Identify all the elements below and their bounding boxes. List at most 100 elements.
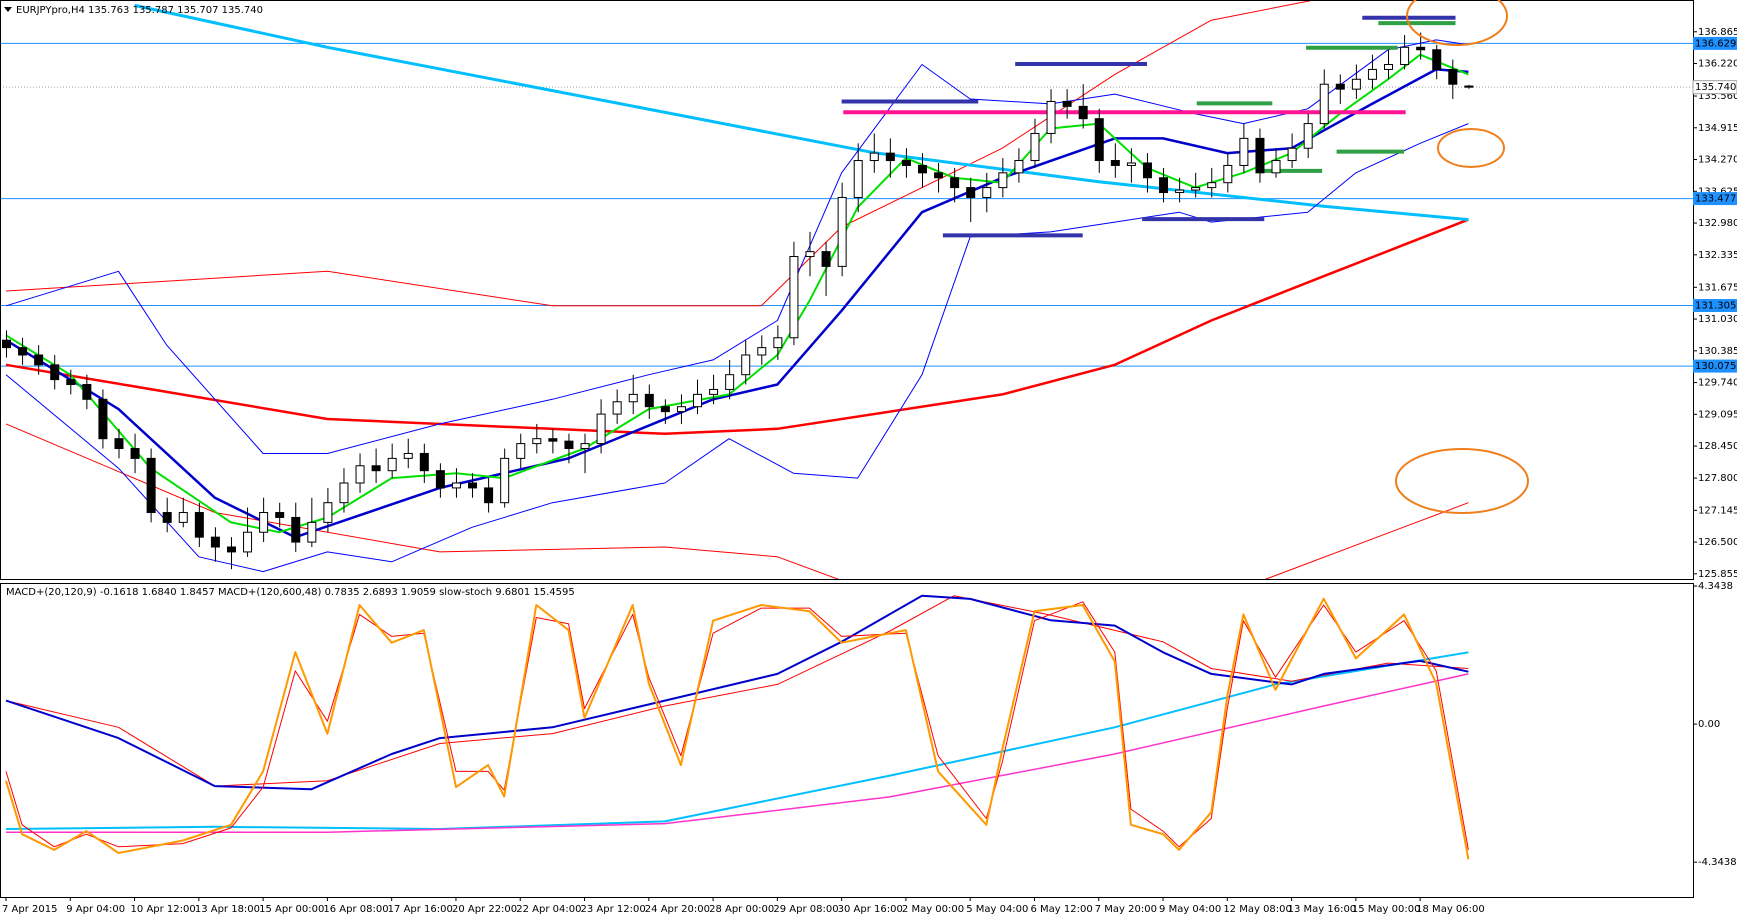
y-tick-label: 132.980 (1698, 218, 1737, 229)
x-tick-label: 22 Apr 04:00 (516, 904, 581, 915)
candle-body (644, 393, 654, 408)
x-tick-label: 28 Apr 00:00 (709, 904, 774, 915)
candle-body (789, 256, 799, 339)
candle-body (1142, 162, 1152, 179)
candle-body (130, 448, 140, 459)
x-tick-label: 23 Apr 12:00 (581, 904, 646, 915)
indicator-plot (5, 594, 1470, 860)
y-tick-label: 126.500 (1698, 537, 1737, 548)
candle-body (82, 384, 92, 400)
candle-body (853, 160, 863, 198)
candle-body (403, 452, 413, 459)
candle-body (612, 401, 622, 415)
candle-body (982, 187, 992, 198)
candle-body (660, 406, 670, 413)
annotation-ellipse (1437, 128, 1505, 168)
candle-body (548, 438, 558, 442)
x-tick-label: 5 May 04:00 (966, 904, 1028, 915)
y-tick-label: -4.3438 (1698, 857, 1737, 868)
candle-body (532, 438, 542, 445)
candle-body (50, 364, 60, 381)
y-tick-label: 135.560 (1698, 91, 1737, 102)
annotation-ellipse (1406, 0, 1508, 46)
indicator-header: MACD+(20,120,9) -0.1618 1.6840 1.8457 MA… (6, 587, 575, 598)
indicator-line (5, 651, 1469, 830)
x-tick-label: 9 Apr 04:00 (66, 904, 125, 915)
axes: 136.865 136.220 135.560 134.915 134.270 133.6… (2, 27, 1737, 915)
x-tick-label: 15 Apr 00:00 (259, 904, 324, 915)
x-tick-label: 15 May 00:00 (1352, 904, 1421, 915)
candle-body (243, 531, 253, 553)
candle-body (419, 452, 429, 472)
candle-body (1110, 160, 1120, 166)
candle-body (1191, 187, 1201, 191)
candle-body (1207, 182, 1217, 189)
candle-body (371, 465, 381, 472)
indicator-line (5, 595, 1469, 787)
y-tick-label: 129.095 (1698, 409, 1737, 420)
price-panel-frame (0, 0, 1694, 580)
candle-body (901, 160, 911, 166)
x-tick-label: 13 May 16:00 (1288, 904, 1357, 915)
candle-body (1319, 83, 1329, 125)
x-tick-label: 17 Apr 16:00 (388, 904, 453, 915)
candle-body (1335, 83, 1345, 90)
candle-body (1351, 78, 1361, 90)
current-price-box (1692, 80, 1737, 95)
candle-body (934, 172, 944, 179)
x-tick-label: 24 Apr 20:00 (645, 904, 710, 915)
y-tick-label: 128.450 (1698, 441, 1737, 452)
indicator-line (6, 673, 1469, 833)
candle-body (1126, 162, 1136, 166)
x-tick-label: 2 May 00:00 (902, 904, 964, 915)
candle-body (468, 482, 478, 489)
candle-body (709, 388, 719, 395)
candle-body (1159, 177, 1169, 194)
candle-body (34, 354, 44, 366)
candle-body (146, 457, 156, 514)
candle-body (18, 347, 28, 356)
indicator-line (5, 123, 1469, 573)
indicator-line (5, 601, 1469, 850)
candle-body (596, 413, 606, 445)
candle-body (1287, 147, 1297, 162)
x-tick-label: 10 Apr 12:00 (131, 904, 196, 915)
annotation-ellipse (1395, 448, 1529, 514)
candle-body (1448, 68, 1458, 85)
candle-body (1046, 100, 1056, 134)
candle-body (1175, 189, 1185, 194)
current-price-label: 135.740 (1695, 82, 1736, 93)
candle-body (564, 440, 574, 450)
candle-body (2, 339, 11, 349)
level-label-box (1693, 359, 1737, 373)
candle-body (1432, 49, 1442, 70)
candle-body (484, 487, 494, 504)
candle-body (966, 187, 976, 198)
y-tick-label: 125.855 (1698, 569, 1737, 580)
candle-body (1014, 160, 1024, 174)
candle-body (1400, 46, 1410, 66)
indicator-line (5, 53, 1469, 534)
candle-body (1078, 105, 1088, 120)
candle-body (435, 470, 445, 489)
candle-body (307, 521, 317, 543)
candle-body (451, 482, 461, 489)
x-tick-label: 20 Apr 22:00 (452, 904, 517, 915)
candle-body (1094, 118, 1104, 162)
candle-body (178, 512, 188, 523)
candle-body (1384, 64, 1394, 70)
price-header: EURJPYpro,H4 135.763 135.787 135.707 135… (16, 5, 263, 16)
candle-body (323, 502, 333, 523)
candle-body (114, 438, 124, 450)
y-tick-label: 130.385 (1698, 346, 1737, 357)
indicator-panel-frame (0, 583, 1694, 898)
level-label: 136.629 (1695, 38, 1736, 49)
header-triangle (4, 7, 12, 12)
y-tick-label: 132.335 (1698, 250, 1737, 261)
candle-body (693, 393, 703, 408)
candle-body (773, 337, 783, 349)
candle-body (1367, 68, 1377, 80)
y-tick-label: 133.625 (1698, 186, 1737, 197)
indicator-line (5, 597, 1470, 860)
y-tick-label: 127.800 (1698, 473, 1737, 484)
